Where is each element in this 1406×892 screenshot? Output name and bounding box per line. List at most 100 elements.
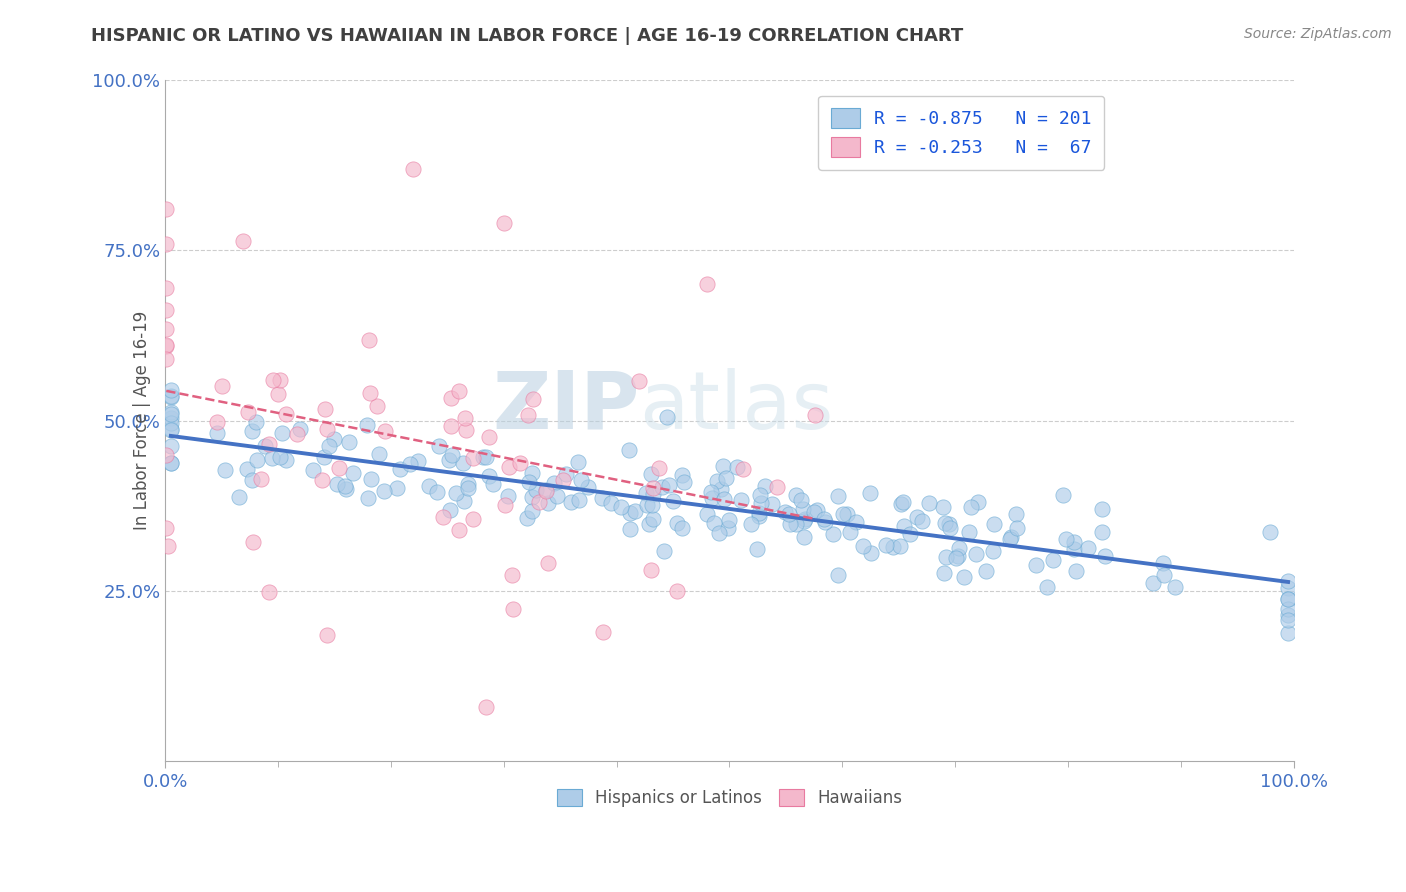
Point: [245, 415, 267, 429]
Point: [806, 503, 828, 517]
Point: [1277, 626, 1299, 640]
Point: [463, 512, 485, 526]
Point: [717, 513, 740, 527]
Point: [711, 458, 734, 473]
Point: [710, 482, 733, 496]
Point: [948, 541, 970, 555]
Point: [262, 450, 284, 465]
Point: [373, 483, 395, 498]
Point: [374, 424, 396, 438]
Point: [315, 628, 337, 642]
Point: [938, 521, 960, 535]
Point: [974, 565, 997, 579]
Point: [748, 488, 770, 502]
Point: [700, 491, 723, 506]
Point: [893, 519, 915, 533]
Point: [658, 477, 681, 491]
Point: [859, 546, 882, 560]
Point: [155, 202, 177, 216]
Point: [773, 504, 796, 518]
Point: [600, 496, 623, 510]
Point: [276, 407, 298, 421]
Point: [803, 505, 825, 519]
Point: [835, 507, 858, 521]
Point: [1005, 521, 1028, 535]
Point: [591, 491, 613, 505]
Point: [160, 457, 183, 471]
Point: [567, 454, 589, 468]
Point: [551, 474, 574, 488]
Point: [326, 476, 349, 491]
Point: [328, 461, 350, 475]
Point: [665, 516, 688, 530]
Point: [160, 416, 183, 430]
Point: [359, 386, 381, 401]
Point: [845, 516, 868, 530]
Point: [1054, 532, 1077, 546]
Point: [519, 475, 541, 489]
Point: [748, 506, 770, 520]
Point: [636, 499, 658, 513]
Point: [617, 443, 640, 458]
Point: [155, 302, 177, 317]
Point: [748, 508, 770, 523]
Point: [1052, 487, 1074, 501]
Point: [706, 475, 728, 489]
Text: ZIP: ZIP: [492, 368, 640, 446]
Point: [641, 512, 664, 526]
Point: [236, 405, 259, 419]
Point: [232, 235, 254, 249]
Point: [619, 506, 641, 520]
Point: [155, 339, 177, 353]
Point: [418, 479, 440, 493]
Point: [160, 456, 183, 470]
Point: [546, 489, 568, 503]
Point: [790, 492, 813, 507]
Point: [333, 479, 356, 493]
Point: [160, 410, 183, 425]
Point: [267, 387, 290, 401]
Point: [1277, 582, 1299, 596]
Point: [983, 516, 1005, 531]
Point: [655, 410, 678, 425]
Point: [160, 390, 183, 404]
Point: [240, 424, 263, 438]
Point: [765, 480, 787, 494]
Point: [932, 566, 955, 581]
Point: [157, 539, 180, 553]
Point: [1153, 568, 1175, 582]
Point: [335, 483, 357, 497]
Point: [813, 512, 835, 526]
Point: [478, 430, 501, 444]
Point: [592, 624, 614, 639]
Point: [1000, 530, 1022, 544]
Point: [696, 277, 718, 292]
Point: [827, 489, 849, 503]
Point: [494, 498, 516, 512]
Point: [619, 522, 641, 536]
Point: [461, 451, 484, 466]
Point: [1036, 580, 1059, 594]
Point: [449, 384, 471, 398]
Point: [427, 440, 450, 454]
Point: [520, 504, 543, 518]
Point: [1152, 556, 1174, 570]
Point: [259, 436, 281, 450]
Point: [648, 460, 671, 475]
Point: [640, 563, 662, 577]
Point: [934, 516, 956, 530]
Point: [160, 407, 183, 421]
Point: [761, 497, 783, 511]
Point: [945, 551, 967, 566]
Point: [522, 466, 544, 480]
Point: [1142, 575, 1164, 590]
Point: [725, 460, 748, 475]
Point: [938, 517, 960, 532]
Point: [671, 521, 693, 535]
Point: [641, 498, 664, 512]
Point: [522, 392, 544, 407]
Point: [785, 488, 807, 502]
Point: [890, 497, 912, 511]
Point: [1260, 524, 1282, 539]
Point: [713, 491, 735, 506]
